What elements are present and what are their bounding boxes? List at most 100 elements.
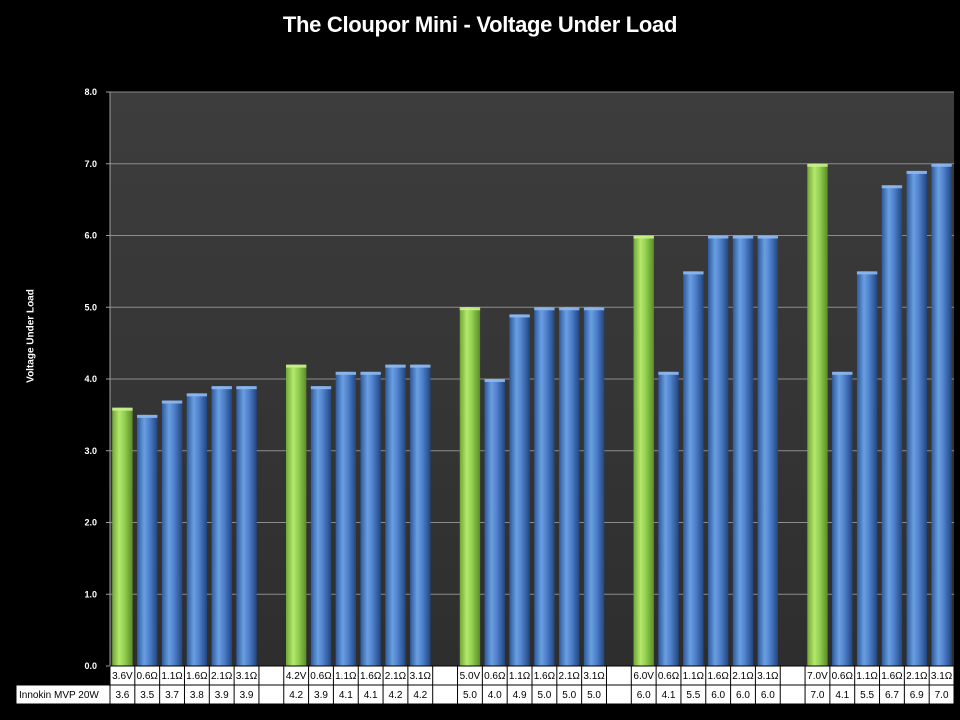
y-axis: 0.0 1.0 2.0 3.0 4.0 5.0 6.0 7.0 8.0 <box>84 87 111 671</box>
bar-measured <box>881 185 903 666</box>
data-label: 4.1 <box>835 690 849 701</box>
bar-measured <box>161 400 183 666</box>
category-label: 3.1Ω <box>931 671 953 682</box>
bar-measured <box>236 386 257 666</box>
bar-measured <box>186 393 208 666</box>
data-label: 3.5 <box>140 690 154 701</box>
bar-measured <box>137 414 158 666</box>
bar-top-highlight <box>236 386 257 390</box>
category-label: 3.6V <box>112 671 133 682</box>
data-label: 7.0 <box>935 690 949 701</box>
y-tick-label: 6.0 <box>84 231 97 241</box>
category-label: 3.1Ω <box>757 671 779 682</box>
bar-top-highlight <box>161 400 183 404</box>
data-label: 6.0 <box>736 690 750 701</box>
bar-measured <box>583 307 605 666</box>
bar-top-highlight <box>484 379 505 382</box>
category-label: 1.6Ω <box>534 671 556 682</box>
data-label: 3.6 <box>115 690 129 701</box>
bar-top-highlight <box>509 314 530 318</box>
bar-measured <box>484 379 505 666</box>
data-label: 5.5 <box>686 690 700 701</box>
bar-top-highlight <box>186 393 208 397</box>
bar-top-highlight <box>856 271 878 275</box>
category-label: 2.1Ω <box>559 671 581 682</box>
bar-measured <box>335 371 357 666</box>
category-label: 1.6Ω <box>360 671 382 682</box>
bar-top-highlight <box>707 235 729 239</box>
bar-top-highlight <box>832 371 853 375</box>
category-label: 1.1Ω <box>683 671 705 682</box>
data-label: 4.9 <box>513 690 527 701</box>
bar-reference <box>285 364 307 666</box>
category-label: 1.1Ω <box>856 671 878 682</box>
data-label: 3.9 <box>314 690 328 701</box>
bar-top-highlight <box>335 371 357 375</box>
bar-top-highlight <box>683 271 704 275</box>
bar-reference <box>633 235 654 666</box>
data-label: 3.8 <box>190 690 204 701</box>
category-label: 3.1Ω <box>410 671 432 682</box>
bar-reference <box>459 307 481 666</box>
bar-top-highlight <box>285 364 307 368</box>
bar-measured <box>385 364 406 666</box>
category-label: 2.1Ω <box>211 671 233 682</box>
category-label: 1.6Ω <box>707 671 729 682</box>
bar-measured <box>856 271 878 666</box>
bar-top-highlight <box>385 364 406 368</box>
bar-top-highlight <box>310 386 332 390</box>
data-label: 5.0 <box>537 690 551 701</box>
category-label: 0.6Ω <box>310 671 332 682</box>
bar-top-highlight <box>211 386 232 390</box>
data-label: 5.0 <box>587 690 601 701</box>
category-label: 5.0V <box>460 671 481 682</box>
bar-measured <box>410 364 431 666</box>
bar-measured <box>832 371 853 666</box>
category-label: 3.1Ω <box>236 671 258 682</box>
data-label: 5.0 <box>463 690 477 701</box>
bars <box>112 163 952 667</box>
y-tick-label: 5.0 <box>84 302 97 312</box>
bar-top-highlight <box>757 235 779 239</box>
bar-measured <box>732 235 754 666</box>
bar-top-highlight <box>658 371 679 375</box>
category-label: 0.6Ω <box>137 671 159 682</box>
bar-measured <box>509 314 530 666</box>
bar-measured <box>931 163 952 666</box>
bar-top-highlight <box>137 414 158 418</box>
bar-measured <box>360 371 381 666</box>
bar-measured <box>906 170 927 667</box>
category-label: 7.0V <box>807 671 828 682</box>
bar-top-highlight <box>534 307 555 311</box>
bar-top-highlight <box>410 364 431 368</box>
data-table: Innokin MVP 20W 3.6V 3.6 0.6Ω 3.5 1.1Ω 3.7 1.6Ω… <box>15 665 955 705</box>
y-tick-label: 3.0 <box>84 446 97 456</box>
data-label: 7.0 <box>811 690 825 701</box>
category-label: 1.6Ω <box>881 671 903 682</box>
y-tick-label: 8.0 <box>84 87 97 97</box>
bar-reference <box>807 163 828 666</box>
data-label: 4.1 <box>339 690 353 701</box>
bar-top-highlight <box>732 235 754 239</box>
category-label: 1.1Ω <box>161 671 183 682</box>
category-label: 3.1Ω <box>583 671 605 682</box>
series-name: Innokin MVP 20W <box>19 690 99 701</box>
category-label: 2.1Ω <box>906 671 928 682</box>
bar-measured <box>534 307 555 666</box>
data-label: 4.0 <box>488 690 502 701</box>
bar-top-highlight <box>559 307 580 311</box>
bar-top-highlight <box>906 170 927 174</box>
bar-measured <box>683 271 704 666</box>
data-label: 4.1 <box>662 690 676 701</box>
bar-top-highlight <box>583 307 605 311</box>
category-label: 2.1Ω <box>385 671 407 682</box>
category-label: 4.2V <box>286 671 307 682</box>
y-tick-label: 1.0 <box>84 589 97 599</box>
category-label: 6.0V <box>633 671 654 682</box>
data-label: 4.2 <box>413 690 427 701</box>
y-tick-label: 0.0 <box>84 661 97 671</box>
bar-top-highlight <box>881 185 903 189</box>
data-label: 5.5 <box>860 690 874 701</box>
y-tick-label: 4.0 <box>84 374 97 384</box>
